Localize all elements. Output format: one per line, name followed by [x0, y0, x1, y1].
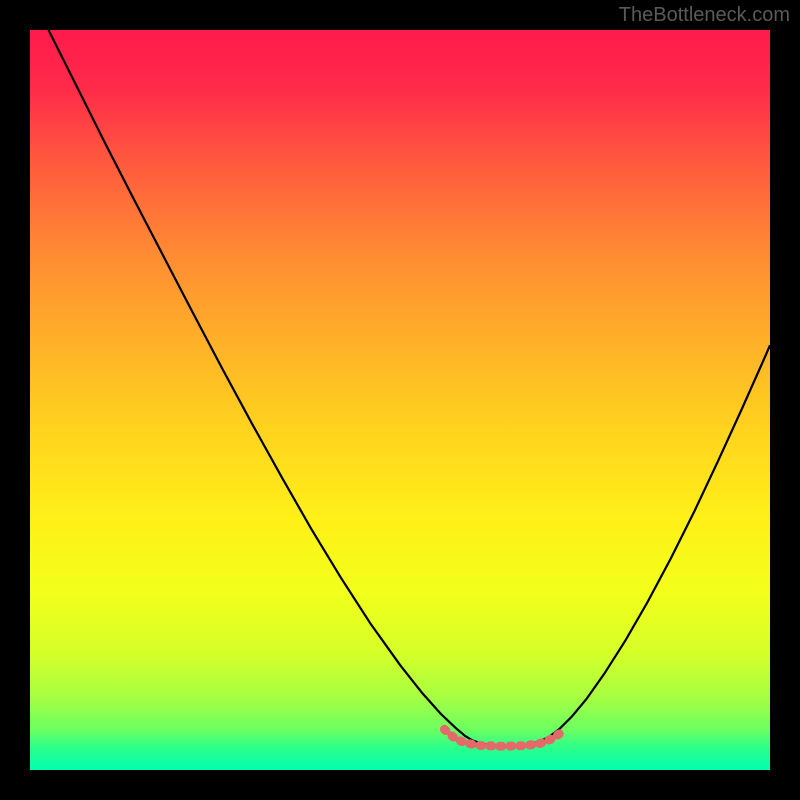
- chart-svg: [30, 30, 770, 770]
- chart-area: [30, 30, 770, 770]
- watermark-text: TheBottleneck.com: [619, 4, 790, 27]
- chart-background: [30, 30, 770, 770]
